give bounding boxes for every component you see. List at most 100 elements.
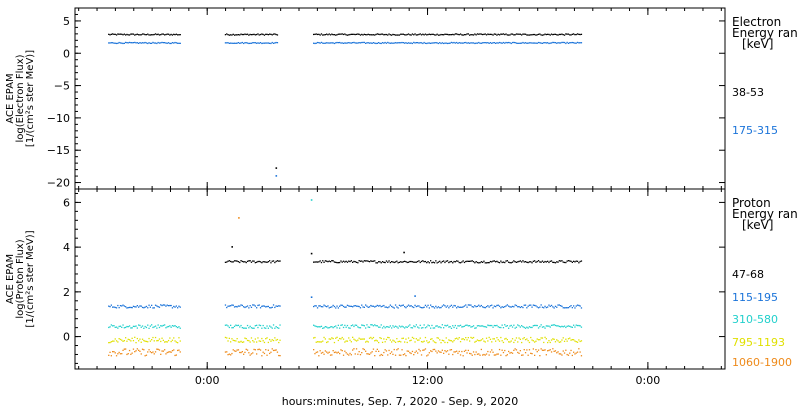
electron-data-point: [157, 33, 159, 35]
electron-data-point: [511, 33, 514, 35]
proton-data-point: [144, 325, 146, 328]
electron-data-point: [393, 42, 395, 44]
electron-data-point: [440, 33, 442, 36]
electron-data-point: [406, 42, 408, 44]
proton-data-point: [385, 260, 388, 262]
electron-data-point: [484, 33, 486, 35]
proton-data-point: [143, 349, 145, 351]
electron-data-point: [243, 42, 245, 45]
proton-data-point: [470, 353, 472, 355]
proton-data-point: [433, 262, 436, 264]
electron-data-point: [535, 42, 537, 44]
electron-data-point: [574, 42, 576, 44]
electron-data-point: [158, 42, 161, 44]
electron-data-point: [117, 33, 119, 35]
proton-data-point: [391, 327, 393, 329]
electron-data-point: [171, 34, 174, 36]
proton-data-point: [523, 349, 525, 351]
proton-data-point: [332, 337, 334, 340]
electron-data-point: [560, 33, 562, 36]
proton-data-point: [553, 261, 555, 264]
proton-data-point: [314, 353, 316, 355]
proton-data-point: [549, 305, 551, 307]
proton-data-point: [224, 336, 227, 339]
proton-data-point: [239, 305, 241, 307]
electron-data-point: [108, 33, 110, 35]
proton-data-point: [435, 342, 437, 344]
electron-data-point: [398, 34, 401, 36]
electron-data-point: [422, 33, 424, 35]
electron-data-point: [543, 34, 545, 36]
proton-data-point: [560, 305, 562, 307]
proton-data-point: [160, 353, 162, 355]
proton-data-point: [353, 260, 355, 263]
proton-data-point: [316, 341, 319, 343]
proton-data-point: [316, 261, 319, 263]
electron-data-point: [178, 34, 180, 36]
electron-data-point: [262, 42, 264, 44]
electron-data-point: [463, 34, 466, 36]
electron-data-point: [130, 42, 132, 44]
proton-data-point: [141, 306, 144, 309]
electron-data-point: [449, 42, 451, 44]
proton-data-point: [171, 307, 174, 309]
proton-data-point: [497, 304, 499, 306]
proton-data-point: [487, 305, 489, 307]
proton-data-point: [363, 325, 365, 327]
proton-data-point: [541, 326, 544, 328]
proton-data-point: [561, 260, 563, 262]
electron-data-point: [553, 41, 555, 44]
proton-data-point: [276, 260, 279, 262]
proton-data-point: [232, 261, 234, 263]
electron-data-point: [241, 41, 243, 44]
proton-data-point: [402, 261, 404, 263]
proton-data-point: [508, 327, 510, 329]
electron-data-point: [274, 42, 276, 44]
proton-data-point: [115, 307, 118, 309]
electron-data-point: [569, 42, 571, 44]
proton-data-point: [560, 353, 562, 355]
proton-data-point: [352, 349, 354, 351]
proton-data-point: [463, 339, 466, 341]
proton-data-point: [462, 338, 464, 340]
proton-data-point: [475, 327, 477, 329]
proton-data-point: [127, 338, 129, 340]
proton-data-point: [259, 324, 262, 327]
proton-data-point: [445, 306, 447, 308]
proton-data-point: [387, 261, 389, 263]
proton-data-point: [227, 340, 229, 342]
electron-ytick-label: 5: [63, 15, 70, 28]
electron-data-point: [450, 34, 453, 36]
electron-data-point: [462, 34, 464, 36]
electron-data-point: [493, 33, 495, 35]
proton-data-point: [135, 325, 137, 327]
electron-data-point: [336, 34, 338, 36]
proton-data-point: [256, 261, 258, 263]
proton-data-point: [419, 261, 421, 264]
electron-data-point: [228, 34, 230, 36]
electron-data-point: [233, 42, 236, 44]
proton-data-point: [119, 338, 122, 341]
proton-data-point: [528, 349, 531, 351]
proton-data-point: [173, 305, 175, 308]
proton-data-point: [278, 260, 280, 262]
proton-data-point: [244, 327, 246, 329]
proton-data-point: [376, 325, 378, 327]
proton-ytick-label: 6: [63, 196, 70, 209]
proton-data-point: [318, 355, 320, 357]
proton-data-point: [566, 260, 568, 262]
proton-data-point: [361, 324, 363, 326]
proton-data-point: [436, 325, 438, 327]
proton-data-point: [250, 353, 253, 355]
proton-data-point: [414, 304, 416, 306]
proton-data-point: [320, 341, 323, 343]
proton-data-point: [562, 326, 564, 328]
proton-data-point: [331, 260, 333, 262]
proton-data-point: [458, 337, 460, 339]
electron-data-point: [446, 33, 449, 36]
electron-data-point: [145, 42, 148, 44]
proton-data-point: [424, 348, 427, 350]
electron-data-point: [344, 33, 346, 35]
proton-data-point: [326, 306, 328, 308]
proton-data-point: [495, 261, 497, 263]
